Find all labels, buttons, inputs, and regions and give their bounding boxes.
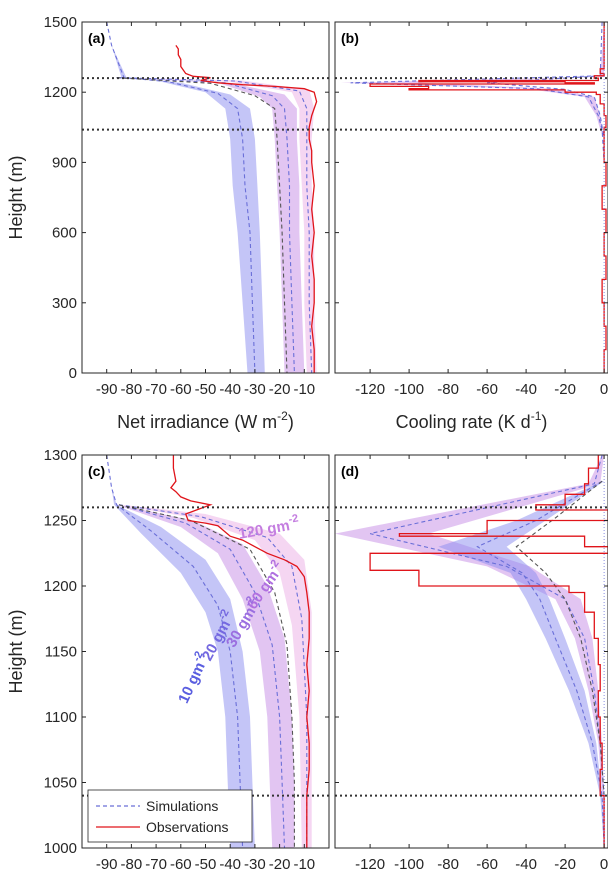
x-tick-label: -30 <box>244 381 266 398</box>
y-tick-label: 1150 <box>45 644 77 661</box>
panel-label: (b) <box>341 30 359 46</box>
x-tick-label: -60 <box>476 381 498 398</box>
y-tick-label: 1200 <box>44 578 77 595</box>
annotation-text: 10 gm <box>175 660 209 706</box>
panel-b: -120 -100 -80 -60 -40 -20 0 (b) Cooling rate (K … <box>334 21 608 432</box>
x-tick-label: -20 <box>269 856 291 873</box>
x-tick-label: -10 <box>293 381 315 398</box>
y-axis-label: Height (m) <box>6 609 26 693</box>
observation-line <box>369 455 608 848</box>
panel-label: (a) <box>88 30 105 46</box>
simulation-line <box>118 504 286 848</box>
simulation-line <box>476 480 605 848</box>
x-tick-label: -40 <box>219 381 241 398</box>
observation-line <box>369 22 607 373</box>
plot-area <box>106 22 318 373</box>
x-tick-label: -50 <box>195 381 217 398</box>
x-tick-label: -40 <box>515 381 537 398</box>
simulation-line <box>118 504 308 848</box>
observation-line <box>169 455 310 848</box>
panel-label: (d) <box>341 463 359 479</box>
legend-box <box>87 789 253 843</box>
x-tick-label: 0 <box>600 856 608 873</box>
x-tick-label: -80 <box>121 381 143 398</box>
uncertainty-band <box>114 77 305 373</box>
annotation-sup: -2 <box>191 649 206 663</box>
simulation-line <box>118 504 295 848</box>
y-tick-label: 600 <box>52 225 77 242</box>
panel-d: -120-100-80-60-40-200(d)Cooling rate (K … <box>334 454 608 873</box>
plot-area <box>335 455 608 848</box>
x-axis-label-end: ) <box>541 412 547 432</box>
x-tick-label: -80 <box>121 856 143 873</box>
x-tick-label: -120 <box>355 856 385 873</box>
x-tick-label: -60 <box>170 856 192 873</box>
y-tick-label: 1100 <box>45 709 77 726</box>
y-tick-label: 1200 <box>44 84 77 101</box>
x-tick-label: -70 <box>145 381 167 398</box>
x-axis-label: Cooling rate (K d-1) <box>396 409 548 432</box>
panel-a: -90 -80 -70 -60 -50 -40 -30 -20 -10 0 300 600 900 120… <box>6 14 330 432</box>
x-tick-label: -100 <box>394 381 424 398</box>
uncertainty-band <box>116 504 295 848</box>
x-tick-label: -100 <box>394 856 424 873</box>
x-tick-label: -40 <box>515 856 537 873</box>
y-tick-label: 900 <box>52 154 77 171</box>
y-axis-label: Height (m) <box>6 155 26 239</box>
simulation-line <box>487 75 605 140</box>
y-tick-label: 1000 <box>44 840 77 857</box>
panel-c: -90 -80 -70 -60 -50 -40 -30 -20 -10 1000 1050 1100 1… <box>6 447 330 873</box>
x-tick-label: -120 <box>355 381 385 398</box>
x-tick-label: 0 <box>600 381 608 398</box>
x-tick-label: -90 <box>96 856 118 873</box>
simulation-line <box>106 455 244 848</box>
y-tick-label: 1050 <box>44 775 77 792</box>
x-tick-label: -80 <box>437 381 459 398</box>
simulation-line <box>515 480 605 796</box>
legend-label: Observations <box>146 819 228 835</box>
uncertainty-band <box>106 22 265 373</box>
simulation-line <box>118 77 313 373</box>
x-tick-label: -20 <box>554 381 576 398</box>
x-tick-label: -60 <box>476 856 498 873</box>
annotation-sup: -2 <box>288 513 300 527</box>
simulation-line <box>350 22 605 163</box>
x-axis-label-main: Cooling rate (K d <box>396 412 531 432</box>
y-tick-label: 1300 <box>44 447 77 464</box>
simulation-line <box>116 77 295 373</box>
x-axis-label-sup: -1 <box>531 409 542 423</box>
x-axis-label-sup: -2 <box>277 409 288 423</box>
x-axis-label-main: Net irradiance (W m <box>117 412 277 432</box>
panel-label: (c) <box>88 463 105 479</box>
legend: Simulations Observations <box>87 789 253 843</box>
x-axis-label-end: ) <box>288 412 294 432</box>
legend-label: Simulations <box>146 798 218 814</box>
x-tick-label: -80 <box>437 856 459 873</box>
simulation-line <box>106 22 256 373</box>
y-tick-label: 300 <box>52 295 77 312</box>
x-tick-label: -20 <box>269 381 291 398</box>
x-tick-label: -60 <box>170 381 192 398</box>
x-tick-label: -70 <box>145 856 167 873</box>
y-tick-label: 1250 <box>44 513 77 530</box>
x-tick-label: -40 <box>219 856 241 873</box>
x-tick-label: -10 <box>293 856 315 873</box>
axes-frame <box>334 21 608 374</box>
x-tick-label: -30 <box>244 856 266 873</box>
x-tick-label: -20 <box>554 856 576 873</box>
x-axis-label: Net irradiance (W m-2) <box>117 409 294 432</box>
y-tick-label: 0 <box>69 365 77 382</box>
x-tick-label: -50 <box>195 856 217 873</box>
y-tick-label: 1500 <box>44 14 77 31</box>
observation-line <box>175 45 318 373</box>
x-tick-label: -90 <box>96 381 118 398</box>
plot-area <box>340 22 607 373</box>
uncertainty-band <box>438 481 605 848</box>
